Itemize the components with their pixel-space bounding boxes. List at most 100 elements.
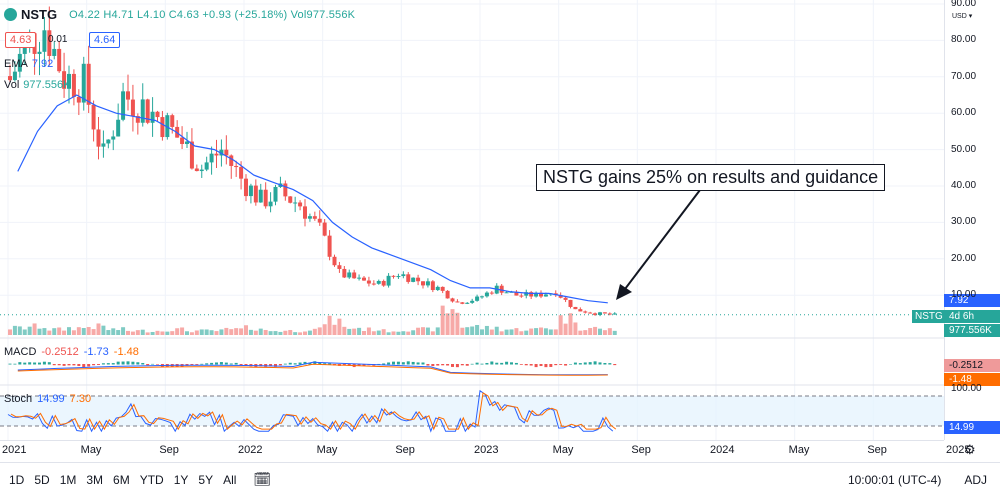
price-tick: 50.00 <box>951 143 977 155</box>
candle-body <box>293 202 298 204</box>
time-tick: Sep <box>159 444 179 456</box>
macd-histogram-bar <box>33 362 37 365</box>
macd-histogram-bar <box>308 362 312 365</box>
currency-selector[interactable]: USD ▾ <box>952 13 973 20</box>
macd-histogram-bar <box>500 362 504 365</box>
macd-badge-1: -0.2512 <box>944 359 1000 372</box>
candle-body <box>342 268 347 278</box>
macd-histogram-bar <box>136 362 140 365</box>
volume-bar <box>145 332 150 335</box>
time-axis[interactable] <box>0 440 944 460</box>
volume-bar <box>121 327 126 335</box>
macd-histogram-bar <box>156 364 159 365</box>
time-tick: 2023 <box>474 444 499 456</box>
volume-bar <box>135 330 140 335</box>
macd-histogram-bar <box>269 364 273 367</box>
range-button-5d[interactable]: 5D <box>34 472 50 487</box>
macd-badge-2: -1.48 <box>944 373 1000 386</box>
volume-bar <box>612 330 617 335</box>
candle-body <box>347 272 352 278</box>
candle-body <box>185 141 189 144</box>
candle-body <box>17 53 22 72</box>
volume-bar <box>52 328 57 335</box>
candle-body <box>332 256 337 266</box>
macd-signal-line <box>17 363 608 376</box>
settings-icon[interactable]: ⚙ <box>964 442 976 457</box>
volume-bar <box>455 312 460 335</box>
candle-body <box>381 280 386 286</box>
range-button-3m[interactable]: 3M <box>86 472 104 487</box>
ask-price[interactable]: 4.64 <box>89 32 121 48</box>
macd-histogram-bar <box>97 364 100 365</box>
volume-bar <box>337 318 342 335</box>
candle-body <box>224 149 229 156</box>
volume-bar <box>86 327 91 335</box>
price-scale[interactable] <box>944 0 1000 440</box>
macd-histogram-bar <box>436 364 440 366</box>
macd-histogram-bar <box>362 364 366 366</box>
macd-histogram-bar <box>303 361 307 365</box>
candle-body <box>155 111 160 118</box>
candle-body <box>303 206 307 219</box>
adj-toggle[interactable]: ADJ <box>964 472 987 487</box>
bid-price[interactable]: 4.63 <box>5 32 37 48</box>
range-button-5y[interactable]: 5Y <box>198 472 214 487</box>
range-button-1y[interactable]: 1Y <box>173 472 189 487</box>
volume-bar <box>273 331 278 335</box>
macd-histogram-bar <box>451 364 454 367</box>
price-chart[interactable] <box>0 0 944 440</box>
volume-bar <box>180 327 185 335</box>
range-button-1d[interactable]: 1D <box>9 472 25 487</box>
volume-bar <box>578 330 583 335</box>
candle-body <box>514 291 519 296</box>
volume-bar <box>543 328 548 335</box>
volume-bar <box>598 328 602 335</box>
price-tick: 90.00 <box>951 0 977 9</box>
news-annotation[interactable]: NSTG gains 25% on results and guidance <box>536 164 886 191</box>
candle-body <box>239 167 244 179</box>
candle-body <box>194 168 199 172</box>
macd-histogram-bar <box>593 361 597 365</box>
ohlc-values: O4.22 H4.71 L4.10 C4.63 +0.93 (+25.18%) … <box>69 8 356 21</box>
range-button-ytd[interactable]: YTD <box>139 472 164 487</box>
macd-histogram-bar <box>283 363 287 365</box>
macd-histogram-bar <box>318 362 322 365</box>
volume-bar <box>126 330 130 335</box>
time-tick: May <box>316 444 338 456</box>
volume-badge: 977.556K <box>944 324 1000 337</box>
volume-bar <box>475 324 480 335</box>
range-button-all[interactable]: All <box>223 472 237 487</box>
range-button-6m[interactable]: 6M <box>113 472 130 487</box>
macd-histogram-bar <box>111 363 115 365</box>
macd-histogram-bar <box>490 361 494 365</box>
range-button-1m[interactable]: 1M <box>59 472 77 487</box>
candle-body <box>76 96 81 103</box>
volume-bar <box>8 329 12 335</box>
symbol-legend: NSTG O4.22 H4.71 L4.10 C4.63 +0.93 (+25.… <box>4 7 355 22</box>
macd-histogram-bar <box>67 364 71 366</box>
date-range-icon[interactable]: 🗓 <box>253 471 272 487</box>
volume-bar <box>224 327 229 335</box>
volume-bar <box>519 331 524 335</box>
volume-bar <box>106 330 111 335</box>
macd-histogram-bar <box>106 363 110 365</box>
candle-body <box>116 119 121 137</box>
candle-body <box>593 313 598 315</box>
volume-bar <box>204 329 209 335</box>
symbol-badge: NSTG <box>912 310 946 323</box>
volume-bar <box>401 331 406 335</box>
candle-body <box>52 48 57 56</box>
candle-body <box>106 139 111 144</box>
volume-bar <box>484 325 489 335</box>
symbol-name[interactable]: NSTG <box>21 7 58 22</box>
candle-body <box>460 302 465 304</box>
countdown-badge: 4d 6h <box>944 310 1000 323</box>
volume-bar <box>258 328 263 335</box>
candle-body <box>12 71 17 81</box>
volume-bar <box>165 331 170 335</box>
candle-body <box>430 281 435 291</box>
spread-value: 0.01 <box>48 34 68 45</box>
macd-histogram-bar <box>229 363 233 365</box>
candle-body <box>263 189 268 207</box>
macd-histogram-bar <box>274 364 277 367</box>
